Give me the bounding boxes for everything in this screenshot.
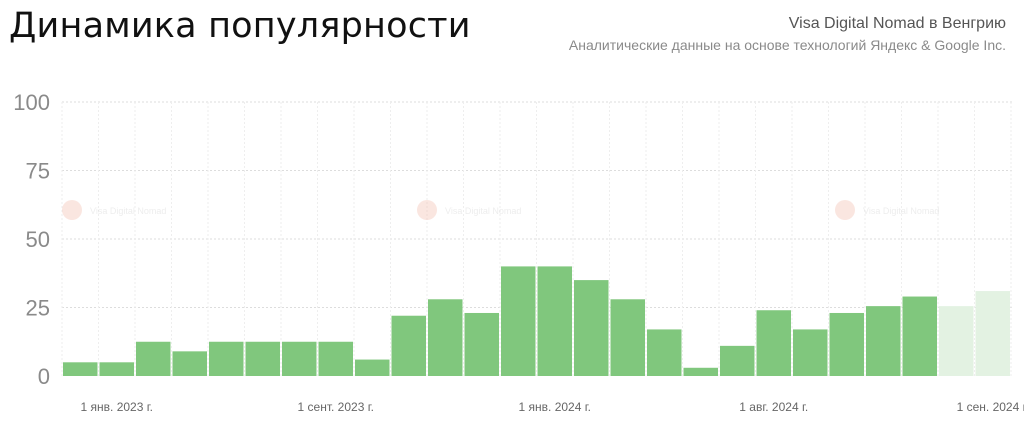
page-title: Динамика популярности bbox=[9, 6, 471, 46]
bar bbox=[756, 310, 791, 376]
watermarks: Visa Digital Nomad Visa Digital Nomad Visa… bbox=[62, 200, 939, 220]
data-source-note: Аналитические данные на основе технологи… bbox=[568, 37, 1006, 53]
bar-forecast bbox=[939, 306, 974, 376]
bar bbox=[829, 312, 864, 376]
bars bbox=[63, 266, 1010, 376]
bar bbox=[683, 367, 718, 376]
y-tick-label: 75 bbox=[26, 159, 50, 184]
bar bbox=[245, 341, 280, 376]
chart-subtitle: Visa Digital Nomad в Венгрию bbox=[788, 15, 1006, 32]
bar bbox=[574, 280, 609, 376]
bar bbox=[793, 329, 828, 376]
bar bbox=[172, 351, 207, 376]
bar bbox=[209, 341, 244, 376]
y-axis-ticks: 0 25 50 75 100 bbox=[13, 90, 50, 389]
x-tick-label: 1 авг. 2024 г. bbox=[739, 400, 808, 414]
x-tick-label: 1 сент. 2023 г. bbox=[298, 400, 374, 414]
watermark-logo-icon bbox=[835, 200, 855, 220]
watermark: Visa Digital Nomad bbox=[835, 200, 939, 220]
bar bbox=[428, 299, 463, 376]
bar bbox=[537, 266, 572, 376]
bar bbox=[720, 345, 755, 376]
x-axis-ticks: 1 янв. 2023 г. 1 сент. 2023 г. 1 янв. 2024… bbox=[81, 400, 1024, 414]
watermark: Visa Digital Nomad bbox=[417, 200, 521, 220]
x-tick-label: 1 янв. 2023 г. bbox=[81, 400, 153, 414]
bar bbox=[63, 362, 98, 376]
bar bbox=[647, 329, 682, 376]
grid-lines bbox=[61, 101, 1012, 376]
watermark-text: Visa Digital Nomad bbox=[445, 206, 521, 216]
watermark-text: Visa Digital Nomad bbox=[863, 206, 939, 216]
bar bbox=[391, 315, 426, 376]
bar-forecast bbox=[975, 291, 1010, 376]
bar bbox=[464, 312, 499, 376]
bar bbox=[902, 296, 937, 376]
x-tick-label: 1 янв. 2024 г. bbox=[519, 400, 591, 414]
watermark: Visa Digital Nomad bbox=[62, 200, 166, 220]
y-tick-label: 100 bbox=[13, 90, 50, 115]
bar bbox=[866, 306, 901, 376]
bar bbox=[610, 299, 645, 376]
bar bbox=[355, 359, 390, 376]
bar bbox=[318, 341, 353, 376]
watermark-logo-icon bbox=[417, 200, 437, 220]
watermark-text: Visa Digital Nomad bbox=[90, 206, 166, 216]
y-tick-label: 50 bbox=[26, 227, 50, 252]
bar bbox=[501, 266, 536, 376]
bar bbox=[282, 341, 317, 376]
y-tick-label: 25 bbox=[26, 296, 50, 321]
y-tick-label: 0 bbox=[38, 364, 50, 389]
bar bbox=[99, 362, 134, 376]
watermark-logo-icon bbox=[62, 200, 82, 220]
x-tick-label: 1 сен. 2024 г. bbox=[957, 400, 1024, 414]
bar bbox=[136, 341, 171, 376]
